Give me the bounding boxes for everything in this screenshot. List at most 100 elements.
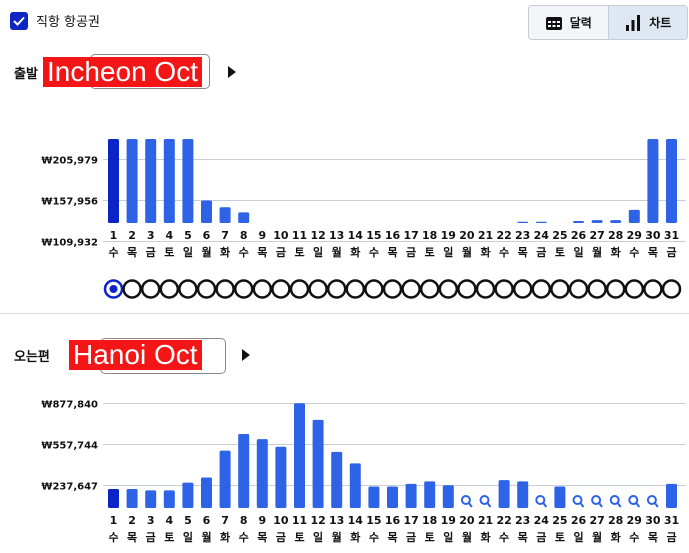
search-price-icon[interactable]	[460, 495, 473, 508]
price-bar[interactable]	[275, 446, 287, 508]
day-radio-button[interactable]	[252, 279, 273, 299]
day-radio-button[interactable]	[661, 279, 682, 299]
day-radio-button[interactable]	[531, 279, 552, 299]
day-radio-button[interactable]	[382, 279, 403, 299]
price-bar[interactable]	[591, 220, 603, 223]
x-weekday-label: 월	[332, 530, 342, 544]
x-day-label: 29	[627, 229, 642, 242]
search-price-icon[interactable]	[535, 495, 548, 508]
price-bar[interactable]	[498, 480, 510, 508]
day-radio-button[interactable]	[326, 279, 347, 299]
search-price-icon[interactable]	[609, 495, 622, 508]
search-price-icon[interactable]	[646, 495, 659, 508]
price-bar[interactable]	[163, 138, 175, 223]
x-weekday-label: 금	[146, 246, 156, 259]
day-radio-button[interactable]	[233, 279, 254, 299]
x-day-label: 14	[348, 229, 364, 242]
price-bar[interactable]	[126, 138, 138, 223]
search-price-icon[interactable]	[628, 495, 641, 508]
price-bar[interactable]	[554, 486, 566, 508]
inbound-next-arrow-icon[interactable]	[242, 349, 250, 361]
price-bar[interactable]	[201, 200, 212, 223]
search-price-icon[interactable]	[572, 495, 585, 508]
day-radio-button[interactable]	[103, 279, 124, 299]
price-bar[interactable]	[145, 490, 157, 508]
price-bar[interactable]	[108, 138, 119, 223]
day-radio-button[interactable]	[494, 279, 514, 299]
price-bar[interactable]	[145, 138, 157, 223]
price-bar[interactable]	[349, 463, 361, 508]
x-weekday-label: 목	[257, 531, 267, 544]
outbound-next-arrow-icon[interactable]	[228, 66, 236, 78]
y-tick-label: ₩109,932	[41, 238, 98, 249]
direct-only-checkbox[interactable]	[10, 11, 28, 30]
price-bar[interactable]	[312, 419, 324, 508]
price-bar[interactable]	[108, 489, 119, 508]
day-radio-button[interactable]	[475, 279, 496, 299]
day-radio-button[interactable]	[550, 279, 570, 299]
direct-only-filter[interactable]: 직항 항공권	[10, 11, 100, 30]
x-weekday-label: 토	[425, 531, 435, 544]
day-radio-button[interactable]	[159, 279, 180, 299]
day-radio-button[interactable]	[122, 279, 142, 299]
price-bar[interactable]	[424, 481, 436, 508]
price-bar[interactable]	[219, 450, 231, 508]
price-bar[interactable]	[387, 486, 398, 508]
day-radio-button[interactable]	[512, 279, 533, 299]
price-bar[interactable]	[256, 439, 268, 508]
price-bar[interactable]	[628, 209, 640, 223]
x-weekday-label: 월	[332, 245, 342, 259]
y-tick-label: ₩557,744	[41, 441, 98, 452]
day-radio-button[interactable]	[289, 279, 310, 299]
calendar-view-button[interactable]: 달력	[529, 6, 608, 39]
day-radio-button[interactable]	[215, 279, 235, 299]
day-radio-button[interactable]	[140, 279, 161, 299]
day-radio-button[interactable]	[401, 279, 421, 299]
price-bar[interactable]	[666, 138, 677, 223]
price-bar[interactable]	[182, 482, 194, 508]
price-bar[interactable]	[219, 207, 231, 223]
chart-view-button[interactable]: 차트	[607, 6, 687, 39]
price-bar[interactable]	[238, 212, 250, 223]
price-bar[interactable]	[405, 483, 417, 508]
price-bar[interactable]	[182, 138, 194, 223]
price-bar[interactable]	[610, 220, 622, 223]
x-weekday-label: 금	[666, 246, 676, 259]
day-radio-button[interactable]	[345, 279, 366, 299]
price-bar[interactable]	[126, 489, 138, 508]
day-radio-button[interactable]	[624, 279, 645, 299]
price-bar[interactable]	[201, 477, 212, 508]
price-bar[interactable]	[442, 485, 454, 508]
search-price-icon[interactable]	[479, 495, 492, 508]
day-radio-button[interactable]	[587, 279, 607, 299]
day-radio-button[interactable]	[438, 279, 459, 299]
price-bar[interactable]	[517, 481, 529, 508]
day-radio-button[interactable]	[364, 279, 384, 299]
price-bar[interactable]	[331, 451, 343, 508]
price-bar[interactable]	[368, 486, 380, 508]
x-weekday-label: 월	[201, 245, 211, 259]
price-bar[interactable]	[238, 433, 250, 508]
day-radio-button[interactable]	[457, 279, 477, 299]
day-radio-button[interactable]	[271, 279, 291, 299]
search-price-icon[interactable]	[591, 495, 603, 508]
price-bar[interactable]	[647, 138, 659, 223]
day-radio-button[interactable]	[178, 279, 198, 299]
day-radio-button[interactable]	[643, 279, 663, 299]
x-day-label: 31	[664, 514, 679, 527]
price-bar[interactable]	[573, 220, 584, 223]
x-weekday-label: 금	[666, 531, 676, 544]
price-bar[interactable]	[666, 483, 677, 508]
price-bar[interactable]	[517, 221, 529, 223]
day-radio-button[interactable]	[308, 279, 328, 299]
day-radio-button[interactable]	[568, 279, 589, 299]
price-bar[interactable]	[294, 403, 305, 508]
x-day-label: 17	[403, 514, 418, 527]
price-bar[interactable]	[535, 221, 547, 223]
day-radio-button[interactable]	[196, 279, 217, 299]
day-radio-button[interactable]	[605, 279, 626, 299]
price-bar[interactable]	[163, 490, 175, 508]
x-weekday-label: 목	[648, 531, 658, 544]
x-day-label: 23	[515, 514, 530, 527]
day-radio-button[interactable]	[419, 279, 440, 299]
